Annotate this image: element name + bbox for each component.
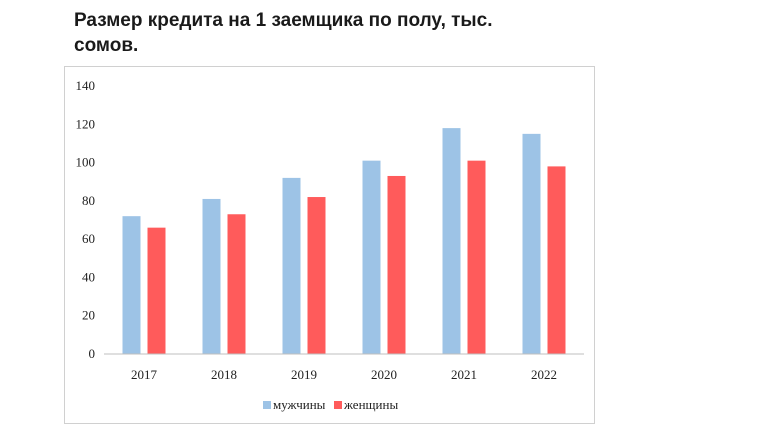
y-axis: 0 20 40 60 80 100 120 140 [76,78,96,361]
legend: мужчины женщины [263,397,398,412]
bar-женщины-2017 [147,227,166,354]
legend-swatch-женщины [334,401,342,409]
y-tick-label: 120 [76,116,96,131]
bar-женщины-2018 [227,214,246,354]
legend-swatch-мужчины [263,401,271,409]
x-tick-label: 2017 [131,367,158,382]
bar-женщины-2019 [307,197,326,354]
bar-мужчины-2021 [442,128,461,354]
x-tick-label: 2021 [451,367,477,382]
bar-женщины-2020 [387,175,406,354]
y-tick-label: 140 [76,78,96,93]
x-tick-label: 2018 [211,367,237,382]
y-tick-label: 20 [82,308,95,323]
y-tick-label: 0 [89,346,96,361]
legend-label: женщины [343,397,398,412]
x-axis: 2017 2018 2019 2020 2021 2022 [131,367,557,382]
y-tick-label: 60 [82,231,95,246]
legend-label: мужчины [273,397,326,412]
bar-женщины-2022 [547,166,566,354]
bar-мужчины-2019 [282,177,301,354]
x-tick-label: 2019 [291,367,317,382]
x-tick-label: 2022 [531,367,557,382]
y-tick-label: 100 [76,155,96,170]
y-tick-label: 40 [82,269,95,284]
bar-мужчины-2017 [122,216,141,354]
bars [122,128,566,354]
chart-title: Размер кредита на 1 заемщика по полу, ты… [74,10,493,56]
bar-мужчины-2018 [202,198,221,354]
bar-женщины-2021 [467,160,486,354]
x-tick-label: 2020 [371,367,397,382]
bar-мужчины-2020 [362,160,381,354]
bar-мужчины-2022 [522,133,541,354]
y-tick-label: 80 [82,193,95,208]
